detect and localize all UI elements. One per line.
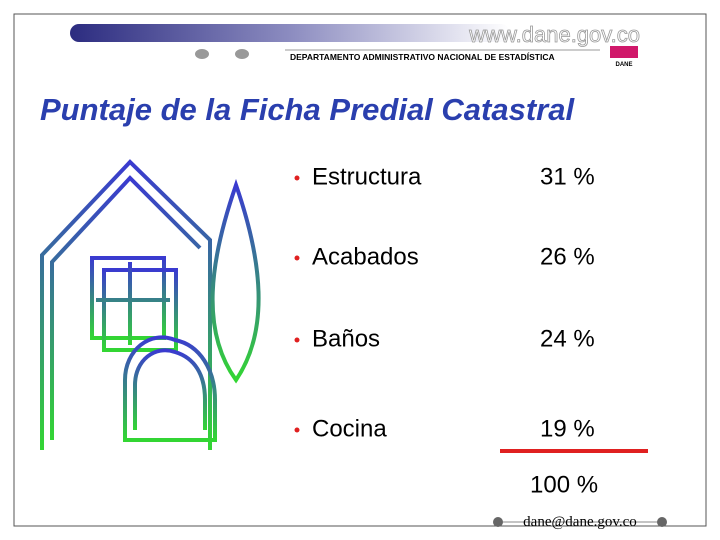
logo-mark	[610, 46, 638, 58]
item-label: Cocina	[312, 415, 387, 442]
dot	[235, 49, 249, 59]
dot	[195, 49, 209, 59]
dot	[657, 517, 667, 527]
item-value: 19 %	[540, 415, 595, 442]
header-bar	[70, 24, 510, 42]
item-value: 31 %	[540, 163, 595, 190]
slide-title: Puntaje de la Ficha Predial Catastral	[40, 92, 575, 127]
dot	[493, 517, 503, 527]
bullet	[294, 255, 300, 261]
bullet	[294, 427, 300, 433]
logo-text: DANE	[615, 62, 632, 68]
item-value: 26 %	[540, 243, 595, 270]
item-label: Acabados	[312, 243, 419, 270]
item-label: Baños	[312, 325, 380, 352]
footer-email: dane@dane.gov.co	[523, 514, 637, 530]
slide-border	[13, 13, 707, 527]
total: 100 %	[530, 471, 598, 498]
item-label: Estructura	[312, 163, 422, 190]
item-list: Estructura 31 % Acabados 26 % Baños 24 % Cocin…	[294, 163, 595, 442]
house-icon	[40, 159, 261, 450]
bullet	[294, 337, 300, 343]
header-url: www.dane.gov.co	[468, 22, 640, 47]
header-department: DEPARTAMENTO ADMINISTRATIVO NACIONAL DE …	[290, 52, 555, 62]
item-value: 24 %	[540, 325, 595, 352]
bullet	[294, 175, 300, 181]
